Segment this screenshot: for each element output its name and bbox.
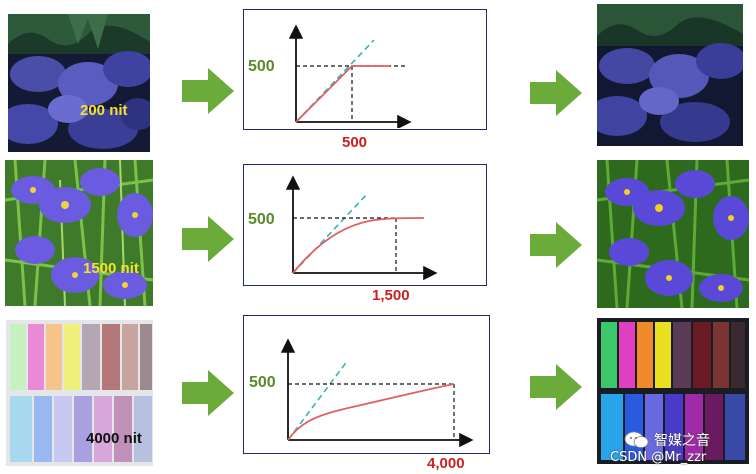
tone-curve-panel-1: 500 — [243, 9, 487, 130]
tone-curve — [292, 217, 425, 274]
tone-curve-panel-3: 500 — [243, 315, 490, 454]
peak-label: 500 — [248, 58, 275, 75]
tone-curve — [295, 65, 390, 123]
input-image-pastels: 4000 nit — [6, 320, 153, 466]
max-input-label: 4,000 — [427, 455, 465, 472]
right-arrow-icon — [182, 216, 234, 262]
right-arrow-icon — [530, 70, 582, 116]
input-image-rocks: 200 nit — [8, 14, 150, 152]
input-image-flowers: 1500 nit — [5, 160, 153, 306]
tone-curve — [287, 383, 455, 441]
watermark-credit: CSDN @Mr_zzr — [610, 450, 707, 465]
tone-curve-panel-2: 500 — [243, 164, 487, 286]
max-input-label: 500 — [342, 134, 368, 151]
peak-label: 500 — [248, 211, 275, 228]
max-input-label: 1,500 — [372, 287, 410, 304]
right-arrow-icon — [182, 370, 234, 416]
reference-line — [295, 39, 375, 123]
right-arrow-icon — [530, 222, 582, 268]
reference-line — [292, 192, 369, 274]
right-arrow-icon — [530, 364, 582, 410]
input-nit-label: 1500 nit — [83, 260, 139, 277]
input-nit-label: 200 nit — [80, 102, 128, 119]
wechat-icon — [624, 431, 649, 448]
output-image-flowers — [597, 160, 749, 308]
peak-label: 500 — [249, 374, 276, 391]
tone-curve-plot — [285, 175, 438, 281]
right-arrow-icon — [182, 68, 234, 114]
tone-curve-plot — [280, 338, 474, 448]
input-nit-label: 4000 nit — [86, 430, 142, 447]
tone-curve-plot — [288, 24, 412, 128]
output-image-rocks — [597, 4, 743, 146]
reference-line — [287, 359, 349, 441]
watermark-brand: 智媒之音 — [654, 433, 710, 449]
